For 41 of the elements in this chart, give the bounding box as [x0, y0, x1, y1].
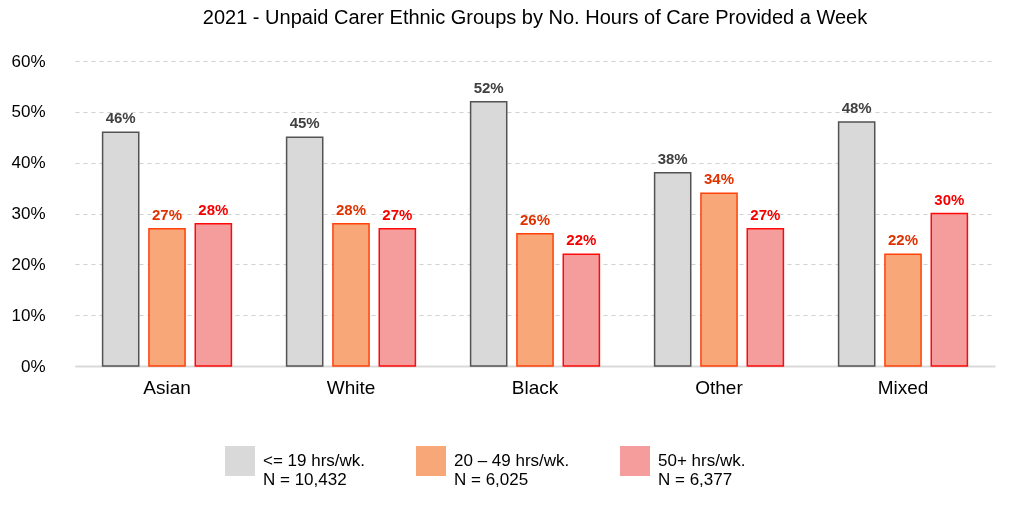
data-label: 30%	[934, 190, 965, 208]
bar	[332, 222, 370, 367]
bar	[378, 228, 417, 367]
bar	[700, 192, 738, 367]
bar	[746, 228, 785, 367]
legend-label: 20 – 49 hrs/wk. N = 6,025	[454, 451, 570, 489]
y-tick-label: 20%	[11, 254, 46, 274]
legend-label: <= 19 hrs/wk. N = 10,432	[263, 451, 366, 489]
data-label: 27%	[151, 205, 183, 223]
x-tick-label: Other	[695, 376, 744, 398]
data-label: 46%	[105, 109, 136, 127]
bar	[562, 253, 601, 367]
x-tick-label: Mixed	[877, 376, 929, 398]
data-label: 38%	[657, 149, 688, 167]
chart-title: 2021 - Unpaid Carer Ethnic Groups by No. Hours of Care Provided a Week	[202, 6, 869, 28]
y-tick-label: 10%	[11, 305, 46, 325]
bar	[148, 228, 186, 367]
bar	[884, 253, 922, 367]
data-label: 28%	[198, 200, 229, 218]
data-label: 26%	[519, 210, 551, 228]
data-label: 48%	[841, 99, 872, 116]
y-tick-label: 0%	[20, 356, 46, 376]
data-label: 22%	[566, 231, 597, 249]
bar	[194, 222, 233, 367]
y-tick-label: 40%	[11, 153, 46, 173]
data-label: 27%	[382, 205, 413, 223]
legend-label: 50+ hrs/wk. N = 6,377	[658, 451, 746, 489]
data-label: 45%	[289, 114, 320, 132]
data-label: 52%	[473, 78, 504, 96]
data-label: 22%	[887, 231, 919, 249]
y-tick-label: 50%	[11, 102, 46, 122]
x-tick-label: Black	[511, 376, 559, 398]
data-label: 28%	[335, 200, 367, 218]
bar	[516, 233, 554, 367]
data-label: 27%	[750, 205, 781, 223]
y-tick-label: 60%	[11, 51, 46, 71]
y-tick-label: 30%	[11, 204, 46, 223]
bar	[930, 212, 969, 367]
x-tick-label: Asian	[143, 376, 191, 398]
data-label: 34%	[703, 170, 735, 188]
x-tick-label: White	[326, 376, 376, 398]
